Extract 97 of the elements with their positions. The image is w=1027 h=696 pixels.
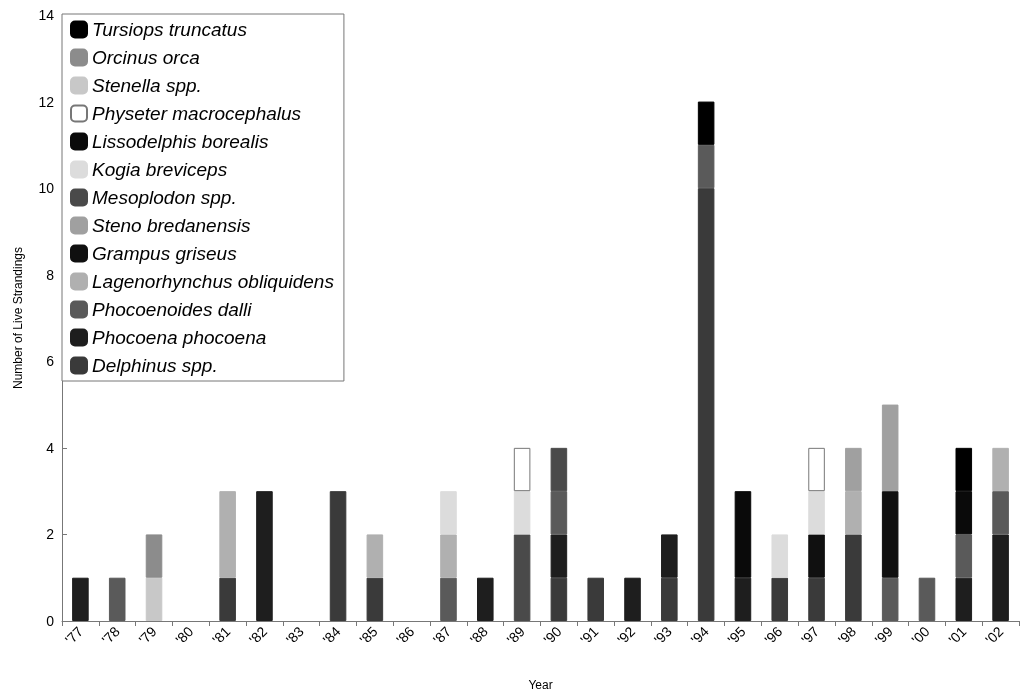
x-tick-label: '00 — [908, 623, 933, 648]
legend-label: Stenella spp. — [92, 75, 202, 96]
bar — [624, 577, 641, 621]
x-axis-title: Year — [528, 678, 553, 692]
bar — [992, 447, 1009, 492]
bar — [145, 577, 163, 621]
x-tick-label: '85 — [356, 623, 381, 648]
x-tick-label: '84 — [319, 623, 344, 648]
bar — [550, 534, 568, 578]
x-tick-label: '95 — [724, 623, 749, 648]
bar — [881, 404, 899, 492]
bar — [145, 534, 163, 578]
x-tick-label: '77 — [61, 623, 87, 648]
x-tick-label: '89 — [503, 623, 528, 648]
bar — [440, 534, 457, 578]
legend-label: Physeter macrocephalus — [92, 103, 302, 124]
x-tick-label: '88 — [466, 623, 492, 648]
bar — [219, 577, 236, 621]
bar — [587, 577, 604, 621]
x-tick-label: '80 — [172, 623, 197, 648]
bar — [513, 534, 531, 621]
legend-label: Mesoplodon spp. — [92, 187, 237, 208]
bar — [550, 577, 568, 621]
legend-label: Steno bredanensis — [92, 215, 251, 236]
bar — [771, 534, 789, 578]
bar — [808, 534, 825, 578]
bar — [845, 491, 862, 535]
bar — [918, 577, 936, 621]
y-tick-label: 0 — [46, 613, 55, 629]
y-axis-title: Number of Live Strandings — [11, 246, 25, 390]
bar — [992, 534, 1009, 621]
bar — [440, 491, 457, 535]
y-tick-label: 12 — [38, 93, 55, 110]
bar — [366, 534, 384, 578]
bar — [734, 577, 752, 621]
bar — [697, 188, 715, 621]
bar — [808, 577, 825, 621]
x-tick-label: '94 — [687, 623, 712, 648]
bar — [771, 577, 789, 621]
y-tick-label: 4 — [46, 439, 55, 456]
x-tick-label: '91 — [577, 623, 602, 648]
x-tick-label: '96 — [761, 623, 786, 648]
bar — [219, 491, 236, 578]
y-tick-label: 14 — [38, 7, 55, 23]
bar — [955, 534, 973, 578]
bar — [697, 144, 715, 189]
x-tick-label: '01 — [945, 623, 970, 648]
x-tick-label: '97 — [798, 623, 823, 648]
bar — [72, 577, 89, 621]
y-tick-label: 6 — [46, 353, 55, 370]
bar — [697, 101, 715, 145]
bar — [108, 577, 126, 621]
bar — [881, 577, 899, 621]
x-tick-label: '87 — [429, 623, 455, 648]
bar — [366, 577, 384, 621]
bar — [477, 577, 494, 621]
legend-label: Orcinus orca — [92, 47, 200, 68]
x-tick-label: '98 — [834, 623, 860, 648]
legend-label: Delphinus spp. — [92, 355, 218, 376]
x-tick-label: '81 — [209, 623, 234, 648]
legend-label: Phocoenoides dalli — [92, 299, 253, 320]
bar — [513, 491, 531, 535]
bar — [845, 447, 862, 492]
x-tick-label: '02 — [982, 623, 1007, 648]
x-tick-label: '78 — [98, 623, 124, 648]
legend-label: Phocoena phocoena — [92, 327, 267, 348]
bar — [256, 491, 273, 621]
y-tick-label: 2 — [46, 526, 55, 543]
legend-label: Lagenorhynchus obliquidens — [92, 271, 335, 292]
x-tick-label: '83 — [282, 623, 308, 648]
bar — [881, 491, 899, 578]
bar — [992, 491, 1009, 535]
bar — [955, 577, 973, 621]
bar — [661, 577, 678, 621]
x-tick-label: '90 — [540, 623, 565, 648]
x-tick-label: '93 — [650, 623, 676, 648]
legend-label: Tursiops truncatus — [92, 19, 248, 40]
bar — [440, 577, 457, 621]
legend-label: Kogia breviceps — [92, 159, 228, 180]
legend-label: Grampus griseus — [92, 243, 238, 264]
bar — [550, 447, 568, 492]
bar — [845, 534, 862, 621]
y-tick-label: 10 — [38, 180, 55, 197]
bar — [661, 534, 678, 578]
bar — [808, 447, 825, 492]
x-tick-label: '92 — [613, 623, 639, 648]
x-tick-label: '99 — [871, 623, 896, 648]
x-tick-label: '86 — [393, 623, 418, 648]
legend-label: Lissodelphis borealis — [92, 131, 269, 152]
bar — [808, 491, 825, 535]
bar — [734, 491, 752, 578]
bar — [329, 491, 347, 621]
x-tick-label: '79 — [135, 623, 160, 648]
x-tick-label: '82 — [245, 623, 271, 648]
y-tick-label: 8 — [46, 266, 55, 283]
bar — [550, 491, 568, 535]
bar — [513, 447, 531, 492]
